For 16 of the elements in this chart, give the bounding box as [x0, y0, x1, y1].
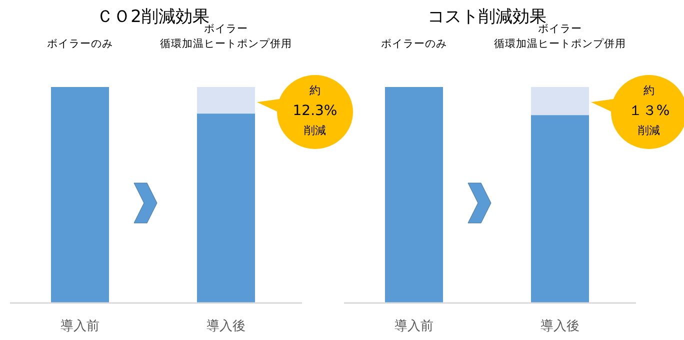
- text: ボイラーのみ: [381, 38, 447, 50]
- text: ボイラー: [538, 23, 582, 35]
- text: ボイラー: [204, 23, 248, 35]
- x-tick-label: 導入前: [394, 319, 434, 334]
- text: ボイラーのみ: [47, 38, 113, 50]
- annotation: 12.3%: [292, 103, 338, 119]
- text: 削減: [638, 124, 660, 137]
- x-tick-label: 導入前: [60, 319, 100, 334]
- x-tick-label: 導入後: [206, 319, 246, 334]
- annotation: １３%: [628, 103, 670, 119]
- text: 循環加温ヒートポンプ併用: [494, 37, 626, 50]
- text: 約: [310, 84, 320, 97]
- text: 約: [644, 84, 654, 97]
- text: 削減: [304, 124, 326, 137]
- text: 循環加温ヒートポンプ併用: [160, 37, 292, 50]
- x-tick-label: 導入後: [540, 319, 580, 334]
